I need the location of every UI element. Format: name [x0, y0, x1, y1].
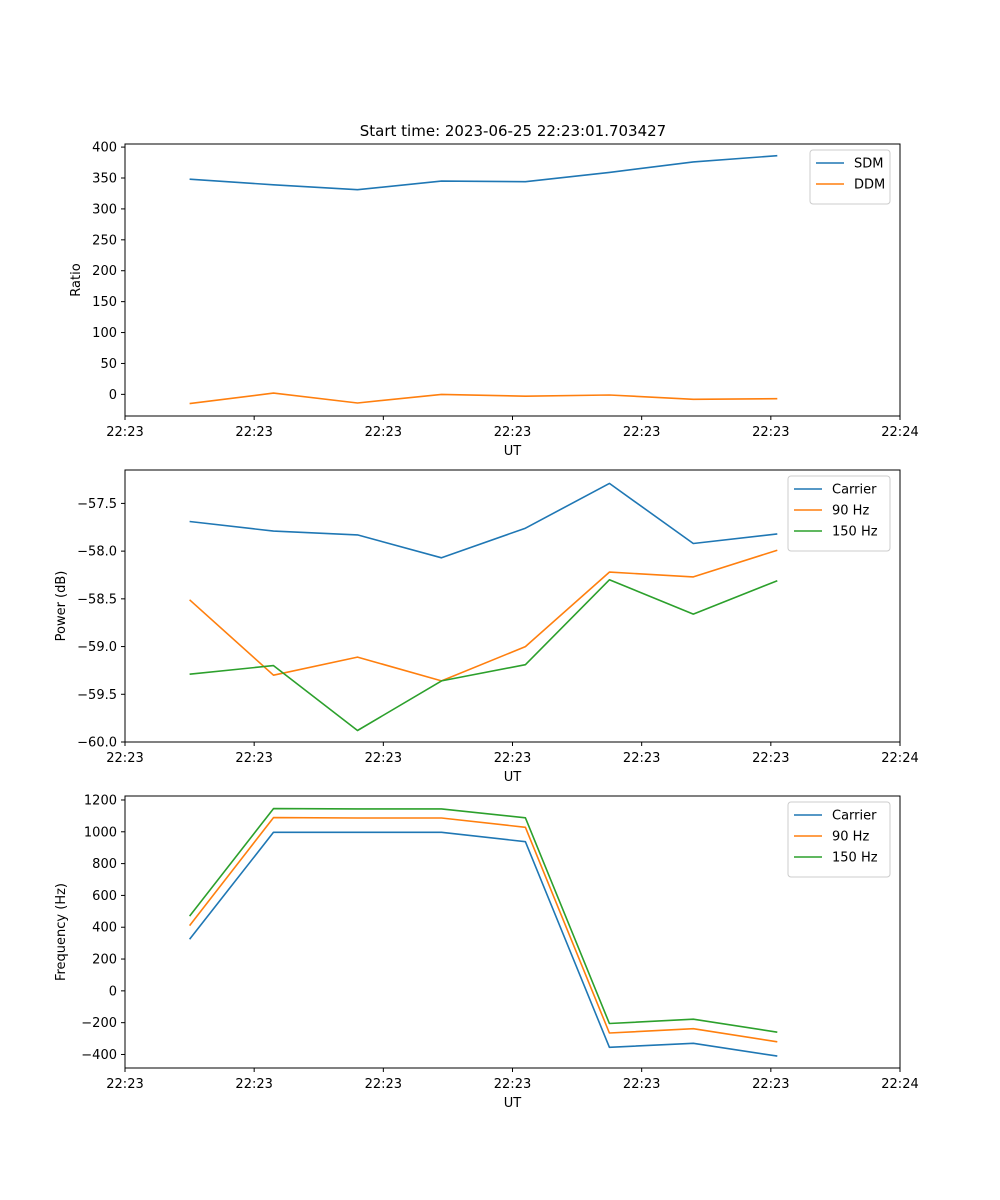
legend-label: Carrier: [832, 483, 877, 498]
series-line-carrier: [189, 482, 778, 559]
y-tick-label: −59.0: [77, 640, 117, 655]
legend: Carrier 90 Hz 150 Hz: [787, 475, 891, 552]
y-tick-label: −59.5: [77, 688, 117, 703]
y-tick-label: 0: [109, 388, 117, 403]
x-tick-label: 22:23: [106, 751, 143, 766]
x-axis-label: UT: [504, 770, 522, 785]
x-tick-label: 22:23: [623, 1077, 660, 1092]
series-line-90-hz: [189, 549, 778, 682]
y-tick-label: 400: [92, 921, 117, 936]
x-tick-label: 22:23: [752, 751, 789, 766]
legend: SDM DDM: [809, 149, 891, 205]
y-tick-label: 50: [100, 357, 117, 372]
x-tick-label: 22:23: [365, 1077, 402, 1092]
x-tick-label: 22:23: [494, 1077, 531, 1092]
series-line-ddm: [189, 392, 778, 405]
x-tick-label: 22:23: [365, 425, 402, 440]
legend-label: 150 Hz: [832, 525, 878, 540]
series-line-sdm: [189, 154, 778, 191]
legend-label: Carrier: [832, 809, 877, 824]
y-tick-label: 350: [92, 172, 117, 187]
subplot-1: 22:23 22:23 22:23 22:23 22:23 22:23 22:24 0 50 10…: [69, 141, 919, 459]
y-axis-label: Frequency (Hz): [54, 883, 69, 981]
x-tick-label: 22:24: [881, 751, 918, 766]
x-tick-label: 22:23: [106, 425, 143, 440]
y-tick-label: 1200: [84, 793, 117, 808]
y-axis-label: Ratio: [69, 263, 84, 296]
y-tick-label: 150: [92, 295, 117, 310]
y-tick-label: 0: [109, 984, 117, 999]
x-tick-label: 22:23: [235, 425, 272, 440]
legend-label: 150 Hz: [832, 851, 878, 866]
y-tick-label: 400: [92, 141, 117, 156]
subplot-2: 22:23 22:23 22:23 22:23 22:23 22:23 22:24 −60.0…: [54, 469, 919, 785]
y-tick-label: 300: [92, 202, 117, 217]
x-tick-label: 22:23: [752, 1077, 789, 1092]
x-tick-label: 22:23: [494, 425, 531, 440]
y-tick-label: −400: [81, 1048, 117, 1063]
x-tick-label: 22:23: [494, 751, 531, 766]
legend-box: [787, 475, 891, 552]
y-tick-label: −58.0: [77, 545, 117, 560]
x-tick-label: 22:23: [623, 425, 660, 440]
x-tick-label: 22:24: [881, 425, 918, 440]
x-tick-label: 22:23: [235, 751, 272, 766]
subplot-3: 22:23 22:23 22:23 22:23 22:23 22:23 22:24 −400 −…: [54, 793, 919, 1111]
series-line-carrier: [188, 831, 778, 1057]
x-tick-label: 22:23: [106, 1077, 143, 1092]
legend-label: SDM: [854, 157, 883, 172]
legend-label: 90 Hz: [832, 830, 869, 845]
x-tick-label: 22:24: [881, 1077, 918, 1092]
y-axis-label: Power (dB): [54, 571, 69, 642]
figure-title: Start time: 2023-06-25 22:23:01.703427: [360, 122, 666, 140]
x-tick-label: 22:23: [752, 425, 789, 440]
y-tick-label: 250: [92, 233, 117, 248]
series-line-150-hz: [188, 807, 778, 1033]
y-tick-label: −60.0: [77, 736, 117, 751]
series-line-90-hz: [188, 816, 778, 1043]
x-tick-label: 22:23: [623, 751, 660, 766]
y-tick-label: −200: [81, 1016, 117, 1031]
y-tick-label: 200: [92, 953, 117, 968]
legend: Carrier 90 Hz 150 Hz: [787, 801, 891, 878]
y-tick-label: 800: [92, 857, 117, 872]
y-tick-label: 200: [92, 264, 117, 279]
y-tick-label: −57.5: [77, 497, 117, 512]
x-axis-label: UT: [504, 444, 522, 459]
y-tick-label: 100: [92, 326, 117, 341]
x-tick-label: 22:23: [365, 751, 402, 766]
y-tick-label: 600: [92, 889, 117, 904]
subplots: 22:23 22:23 22:23 22:23 22:23 22:23 22:24 0 50 10…: [54, 141, 919, 1111]
series-line-150-hz: [189, 578, 778, 732]
y-tick-label: −58.5: [77, 592, 117, 607]
legend-box: [787, 801, 891, 878]
x-tick-label: 22:23: [235, 1077, 272, 1092]
y-tick-label: 1000: [84, 825, 117, 840]
legend-label: 90 Hz: [832, 504, 869, 519]
legend-label: DDM: [854, 178, 885, 193]
x-axis-label: UT: [504, 1096, 522, 1111]
